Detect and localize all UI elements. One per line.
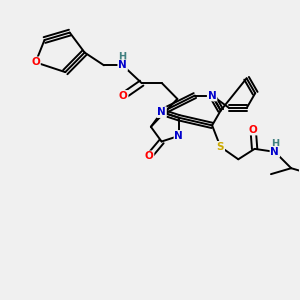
Text: H: H <box>271 139 279 148</box>
Text: O: O <box>145 152 154 161</box>
Text: N: N <box>157 107 166 117</box>
Text: N: N <box>271 147 279 157</box>
Text: N: N <box>208 91 217 100</box>
Text: N: N <box>118 60 127 70</box>
Text: N: N <box>175 131 183 141</box>
Text: O: O <box>119 91 128 101</box>
Text: O: O <box>249 124 257 135</box>
Text: S: S <box>217 142 224 152</box>
Text: H: H <box>118 52 127 62</box>
Text: O: O <box>31 57 40 67</box>
